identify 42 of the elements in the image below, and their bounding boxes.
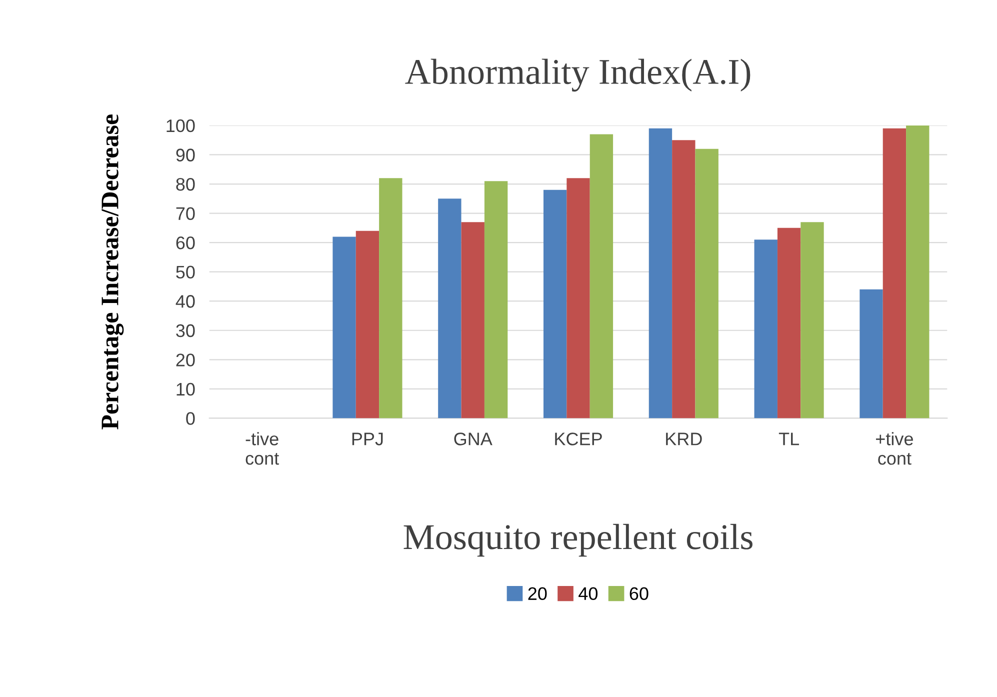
bar	[777, 228, 801, 418]
bar	[438, 198, 462, 418]
y-tick-label: 20	[176, 354, 195, 366]
y-tick-label: 80	[176, 178, 195, 191]
y-tick-label: 30	[176, 324, 195, 338]
bar	[484, 181, 508, 418]
bar	[379, 178, 402, 418]
bar	[590, 134, 614, 418]
bar	[566, 178, 590, 418]
chart-title: Abnormality Index(A.I)	[405, 58, 750, 92]
y-tick-label: 100	[166, 119, 195, 132]
bar	[906, 125, 930, 418]
bar	[332, 236, 356, 418]
bar	[860, 289, 883, 418]
y-tick-label: 10	[176, 382, 195, 396]
y-tick-label: 70	[176, 207, 195, 220]
bar	[695, 148, 718, 418]
bar	[754, 240, 778, 418]
x-tick-label: TL	[778, 432, 799, 446]
bar	[356, 230, 380, 418]
x-tick-label: GNA	[454, 432, 492, 446]
y-tick-label: 50	[176, 266, 195, 279]
legend-label: 20	[528, 587, 547, 600]
bar	[543, 190, 567, 418]
bar	[648, 128, 672, 418]
y-tick-label: 40	[176, 295, 195, 308]
x-tick-label: KRD	[666, 432, 702, 446]
y-axis-title: Percentage Increase/Decrease	[102, 114, 124, 430]
legend-label: 60	[630, 587, 648, 600]
bar	[461, 222, 484, 418]
x-tick-label: -tive cont	[246, 432, 279, 465]
y-tick-label: 90	[176, 148, 195, 162]
legend-label: 40	[578, 587, 598, 600]
x-tick-label: PPJ	[352, 432, 383, 446]
y-tick-label: 60	[176, 236, 195, 250]
x-tick-label: KCEP	[555, 432, 602, 446]
x-tick-label: +tive cont	[876, 432, 913, 465]
y-tick-label: 0	[186, 412, 195, 425]
x-axis-title: Mosquito repellent coils	[404, 524, 752, 557]
bar	[672, 140, 696, 418]
bar	[882, 128, 906, 418]
bar	[800, 222, 824, 418]
